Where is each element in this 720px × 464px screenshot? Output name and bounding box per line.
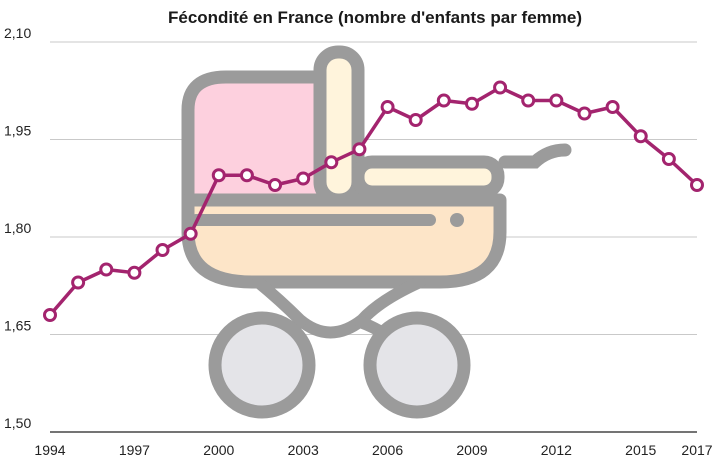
data-point — [549, 93, 564, 108]
data-point — [211, 168, 226, 183]
y-tick-label: 1,50 — [4, 415, 31, 431]
pram-wheel-left — [208, 311, 316, 419]
data-point — [268, 178, 283, 192]
pram-basket — [181, 193, 507, 289]
x-tick-label: 1994 — [34, 442, 65, 458]
pram-wheel-right — [363, 311, 471, 419]
data-point — [352, 142, 367, 157]
y-tick-label: 1,80 — [4, 220, 31, 236]
data-point — [577, 106, 592, 121]
data-point — [521, 93, 536, 108]
x-tick-label: 2003 — [288, 442, 319, 458]
data-point — [661, 152, 676, 166]
data-point — [493, 80, 508, 95]
data-point — [43, 308, 57, 322]
x-tick-label: 2006 — [372, 442, 403, 458]
data-point — [464, 96, 479, 111]
pram-hood — [181, 70, 339, 209]
y-tick-label: 1,95 — [4, 123, 31, 139]
data-point — [605, 100, 620, 114]
pram-dot — [450, 213, 464, 227]
data-point — [408, 113, 423, 127]
data-point — [296, 171, 311, 186]
data-point — [127, 265, 142, 280]
data-point — [324, 155, 339, 170]
pram-chassis — [252, 276, 426, 339]
series-fertility — [43, 80, 704, 322]
data-point — [155, 243, 170, 257]
data-point — [239, 168, 254, 183]
x-tick-label: 2015 — [625, 442, 656, 458]
data-point — [71, 275, 86, 290]
x-tick-label: 2012 — [541, 442, 572, 458]
y-tick-label: 1,65 — [4, 318, 31, 334]
data-point — [633, 129, 648, 144]
pram-handle — [498, 143, 572, 169]
chart-title: Fécondité en France (nombre d'enfants pa… — [168, 8, 582, 27]
pram-top-rail — [351, 155, 505, 199]
baby-pram-icon — [181, 45, 572, 419]
data-point — [380, 100, 395, 114]
x-tick-label: 2000 — [203, 442, 234, 458]
x-tick-label: 2017 — [681, 442, 712, 458]
x-tick-label: 2009 — [456, 442, 487, 458]
data-point — [436, 93, 451, 108]
data-point — [690, 178, 704, 192]
data-point — [99, 262, 114, 277]
data-point — [183, 226, 198, 241]
y-tick-label: 2,10 — [4, 25, 31, 41]
x-tick-label: 1997 — [119, 442, 150, 458]
